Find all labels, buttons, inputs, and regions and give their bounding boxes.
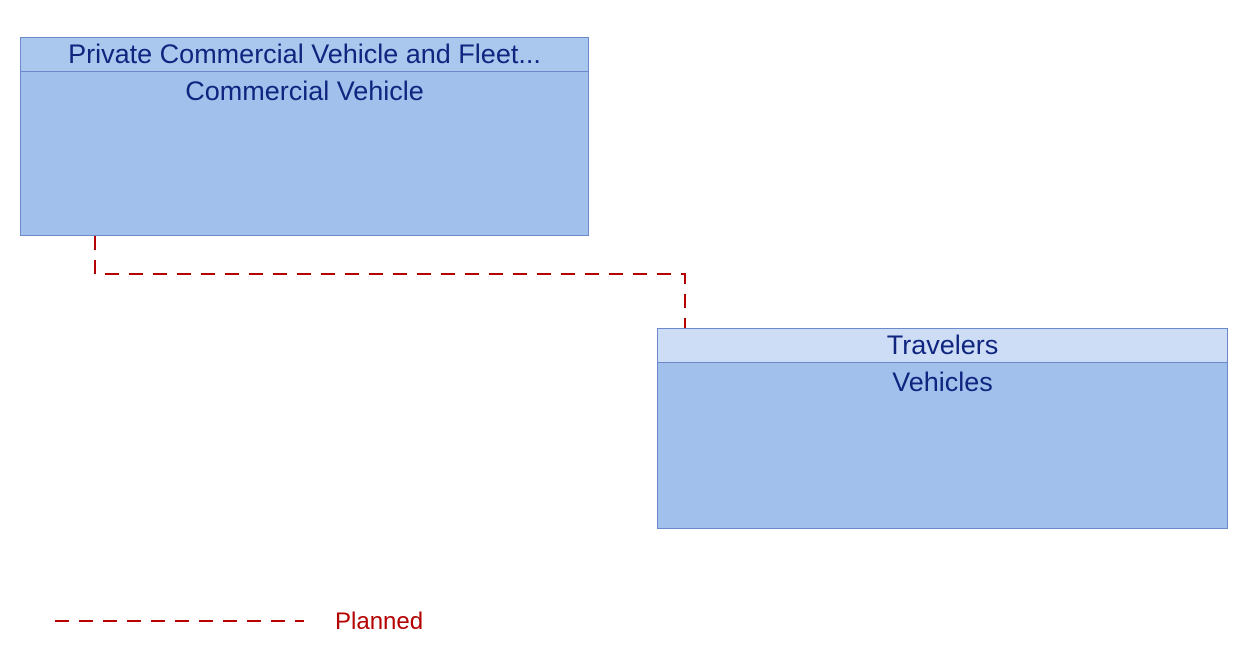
legend-label-text: Planned xyxy=(335,608,423,635)
legend-label: Planned xyxy=(335,608,423,636)
diagram-canvas: Private Commercial Vehicle and Fleet... … xyxy=(0,0,1252,658)
node-header-travelers-label: Travelers xyxy=(887,330,999,361)
node-body-travelers: Vehicles xyxy=(658,363,1227,528)
node-commercial-vehicle: Private Commercial Vehicle and Fleet... … xyxy=(20,37,589,236)
node-body-travelers-label: Vehicles xyxy=(892,367,993,397)
node-header-pcv-label: Private Commercial Vehicle and Fleet... xyxy=(68,39,541,70)
node-body-pcv: Commercial Vehicle xyxy=(21,72,588,235)
node-body-pcv-label: Commercial Vehicle xyxy=(185,76,424,106)
node-header-travelers: Travelers xyxy=(658,329,1227,363)
node-travelers-vehicles: Travelers Vehicles xyxy=(657,328,1228,529)
node-header-pcv: Private Commercial Vehicle and Fleet... xyxy=(21,38,588,72)
